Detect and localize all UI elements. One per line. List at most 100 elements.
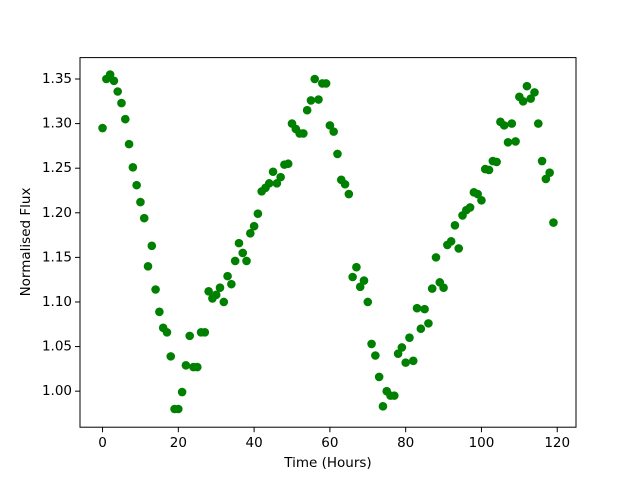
x-tick-label: 120 [544, 435, 570, 451]
point [450, 220, 460, 230]
point [325, 121, 335, 130]
point [310, 74, 320, 84]
point [439, 283, 448, 293]
point [314, 95, 323, 104]
point [238, 248, 248, 258]
point [446, 237, 456, 246]
point [98, 123, 107, 133]
point [329, 127, 338, 136]
point [120, 114, 130, 124]
point [473, 189, 482, 199]
point [105, 70, 115, 79]
point [109, 76, 119, 86]
point [397, 343, 407, 352]
point [185, 331, 194, 341]
point [549, 218, 558, 227]
point [533, 119, 543, 128]
point [465, 203, 475, 212]
point [174, 404, 183, 414]
point [223, 271, 232, 281]
point [359, 276, 369, 285]
point [401, 358, 410, 367]
point [355, 282, 365, 292]
point [249, 221, 259, 231]
point [393, 349, 403, 359]
point [340, 179, 350, 189]
point [454, 244, 464, 253]
y-tick-label: 1.30 [42, 116, 72, 132]
x-tick-label: 40 [246, 435, 263, 451]
point [526, 94, 536, 103]
point [264, 179, 274, 188]
point [268, 167, 278, 177]
point [321, 79, 331, 88]
plot-frame [79, 57, 577, 428]
point [374, 372, 384, 382]
x-axis-label: Time (Hours) [283, 455, 371, 471]
point [192, 362, 202, 372]
point [276, 172, 285, 182]
point [484, 165, 494, 175]
point [541, 174, 551, 184]
point [227, 279, 236, 289]
point [412, 303, 422, 313]
point [299, 129, 308, 138]
point [117, 98, 126, 108]
point [306, 96, 316, 105]
y-tick-label: 1.00 [42, 383, 72, 399]
y-tick-label: 1.05 [42, 339, 72, 355]
point [215, 283, 225, 293]
point [537, 156, 547, 166]
point [503, 138, 513, 147]
point [211, 290, 221, 300]
point [253, 209, 263, 218]
point [136, 197, 145, 207]
point [477, 196, 486, 205]
point [113, 87, 123, 96]
point [200, 328, 210, 337]
x-tick-label: 100 [469, 435, 495, 451]
x-tick-label: 20 [170, 435, 187, 451]
point [230, 256, 240, 266]
point [302, 105, 312, 115]
point [181, 361, 191, 370]
point [518, 97, 528, 106]
point [333, 149, 342, 159]
point [272, 179, 282, 188]
point [405, 333, 414, 342]
point [344, 189, 354, 199]
point [367, 339, 376, 349]
point [424, 319, 433, 328]
point [242, 256, 251, 266]
point [416, 324, 426, 334]
y-tick-label: 1.35 [42, 71, 72, 87]
y-axis-label: Normalised Flux [18, 188, 34, 297]
point [177, 387, 187, 397]
point [219, 297, 229, 307]
y-tick-label: 1.20 [42, 205, 72, 221]
point [139, 213, 149, 223]
point [162, 328, 172, 337]
x-tick-label: 80 [397, 435, 414, 451]
y-tick-label: 1.10 [42, 294, 72, 310]
point [420, 304, 429, 314]
point [128, 163, 138, 172]
point [132, 180, 141, 190]
point [166, 352, 176, 361]
point [363, 297, 373, 307]
point [151, 285, 160, 294]
point [507, 119, 517, 128]
x-tick-label: 60 [321, 435, 338, 451]
point [390, 391, 399, 400]
point [427, 284, 437, 293]
point [143, 262, 153, 271]
point [545, 168, 554, 177]
point [530, 88, 539, 97]
point [371, 351, 380, 360]
point [246, 229, 255, 238]
point [492, 157, 501, 167]
point [348, 272, 357, 282]
point [499, 121, 509, 130]
point [352, 262, 361, 272]
